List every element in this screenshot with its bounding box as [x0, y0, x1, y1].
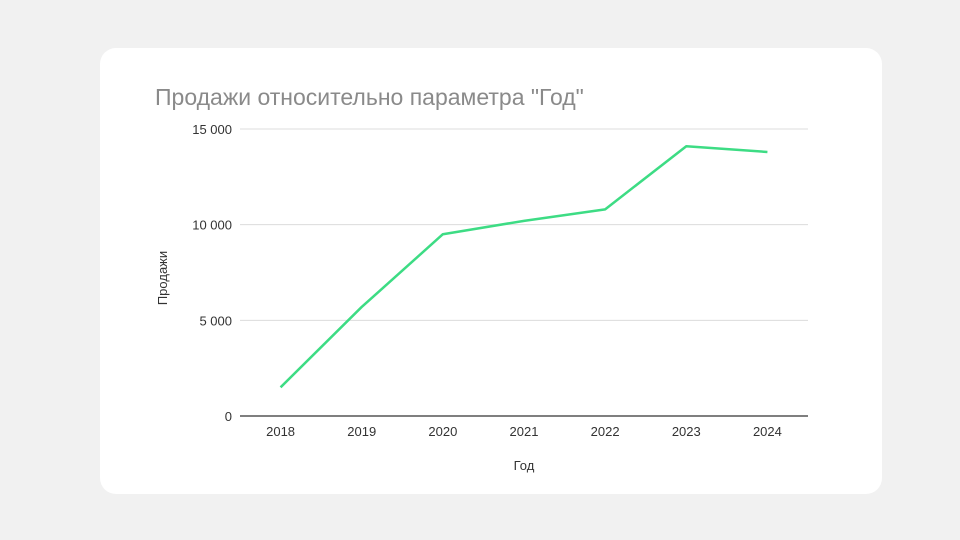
x-tick-label: 2019 — [347, 424, 376, 439]
x-tick-label: 2021 — [510, 424, 539, 439]
chart-title: Продажи относительно параметра "Год" — [155, 84, 584, 110]
x-tick-label: 2022 — [591, 424, 620, 439]
x-tick-label: 2024 — [753, 424, 782, 439]
y-tick-label: 10 000 — [192, 218, 232, 233]
series-line — [279, 144, 768, 389]
y-tick-label: 15 000 — [192, 122, 232, 137]
y-tick-label: 0 — [225, 409, 232, 424]
y-axis-label: Продажи — [155, 251, 170, 305]
x-tick-label: 2020 — [428, 424, 457, 439]
x-tick-label: 2023 — [672, 424, 701, 439]
x-tick-label: 2018 — [266, 424, 295, 439]
y-tick-label: 5 000 — [199, 313, 232, 328]
chart-card — [100, 48, 882, 494]
x-axis-label: Год — [514, 458, 535, 473]
